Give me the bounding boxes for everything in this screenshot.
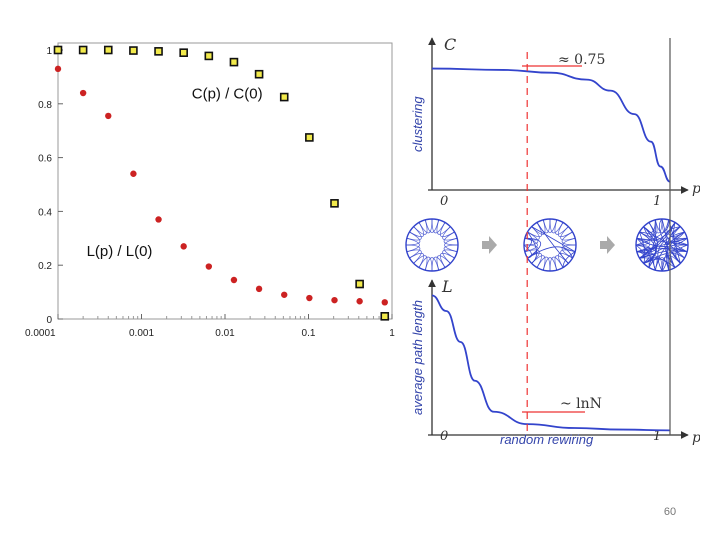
- l-ratio-point: [381, 299, 388, 306]
- path-annotation: ~ lnN: [560, 396, 602, 412]
- c-ratio-point: [380, 312, 390, 321]
- c-ratio-point: [279, 92, 289, 102]
- l-ratio-point: [180, 243, 187, 250]
- path-length-curve: [431, 294, 671, 432]
- c-ratio-point: [129, 46, 138, 55]
- y-tick-label: 0.2: [38, 261, 52, 272]
- rewiring-schematic: C p clustering 0 1 ≈ 0.75 L p average pa…: [405, 35, 700, 447]
- l-ratio-point: [306, 294, 313, 302]
- path-xlabel: random rewiring: [500, 432, 594, 447]
- plot-frame: [57, 42, 393, 320]
- clustering-y-symbol: C: [444, 35, 456, 54]
- c-ratio-point: [229, 57, 239, 67]
- l-ratio-point: [230, 276, 238, 284]
- y-tick-label: 0.8: [38, 100, 52, 111]
- path-tick-0: 0: [440, 429, 448, 444]
- clustering-ylabel: clustering: [410, 96, 425, 152]
- l-ratio-point: [105, 112, 112, 120]
- l-ratio-point: [205, 263, 213, 270]
- l-ratio-point: [130, 170, 137, 177]
- scatter-plot: 0.0001 0.001 0.01 0.1 1 0 0.2 0.4 0.6 0.8 1 C(p) …: [25, 42, 395, 339]
- y-tick-label: 0.6: [38, 154, 52, 165]
- clustering-annotation: ≈ 0.75: [558, 52, 605, 68]
- x-tick-label: 0.0001: [25, 328, 56, 339]
- x-tick-label: 1: [389, 328, 395, 339]
- y-tick-label: 0: [46, 315, 52, 326]
- clustering-tick-0: 0: [440, 194, 448, 209]
- l-ratio-point: [54, 65, 62, 73]
- clustering-tick-1: 1: [653, 194, 661, 209]
- c-ratio-point: [179, 48, 188, 57]
- series-label-c: C(p) / C(0): [192, 85, 263, 102]
- c-ratio-point: [330, 199, 339, 208]
- path-x-symbol: p: [692, 430, 700, 446]
- l-ratio-point: [79, 89, 87, 97]
- l-ratio-point: [356, 298, 363, 305]
- path-y-symbol: L: [441, 277, 453, 296]
- regular-network: [405, 218, 459, 272]
- c-ratio-point: [204, 51, 214, 61]
- l-ratio-point: [155, 216, 162, 223]
- path-ylabel: average path length: [410, 300, 425, 415]
- y-tick-label: 0.4: [38, 207, 52, 218]
- series-label-l: L(p) / L(0): [87, 243, 153, 260]
- c-ratio-point: [254, 69, 264, 79]
- c-ratio-point: [53, 45, 63, 55]
- random-network: [635, 218, 689, 272]
- x-tick-label: 0.1: [302, 328, 316, 339]
- x-tick-label: 0.001: [129, 328, 154, 339]
- c-ratio-point: [305, 133, 314, 142]
- right-arrow-icon: [600, 236, 615, 254]
- l-ratio-point: [255, 285, 263, 293]
- c-ratio-point: [355, 279, 364, 289]
- clustering-curve: [431, 67, 671, 183]
- x-tick-label: 0.01: [215, 328, 235, 339]
- page-number: 60: [663, 506, 677, 518]
- c-ratio-point: [78, 45, 88, 55]
- small-world-network: [523, 218, 577, 272]
- l-ratio-point: [281, 291, 288, 298]
- c-ratio-point: [103, 45, 113, 55]
- right-arrow-icon: [482, 236, 497, 254]
- clustering-x-symbol: p: [692, 181, 700, 197]
- c-ratio-point: [154, 47, 163, 56]
- path-tick-1: 1: [653, 429, 661, 444]
- y-tick-label: 1: [46, 46, 52, 57]
- l-ratio-point: [331, 296, 338, 304]
